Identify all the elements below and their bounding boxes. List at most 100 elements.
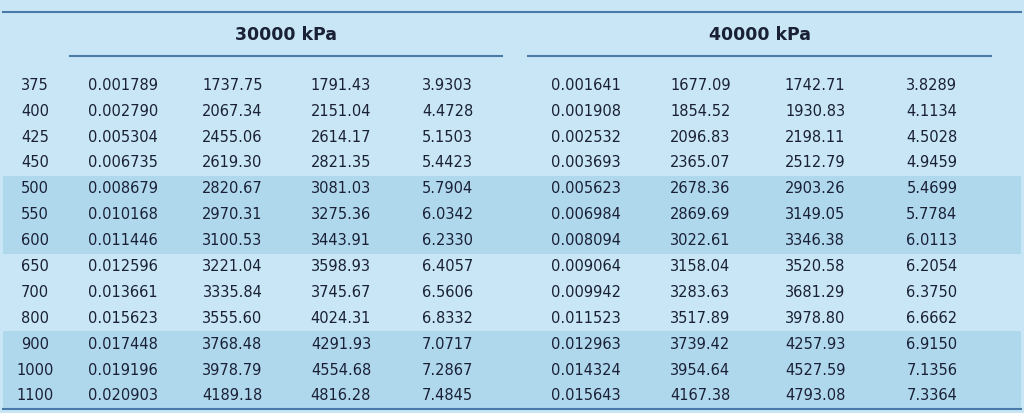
Text: 0.003693: 0.003693 xyxy=(551,155,621,171)
Text: 4.4728: 4.4728 xyxy=(422,104,473,119)
Text: 2821.35: 2821.35 xyxy=(311,155,371,171)
Text: 3517.89: 3517.89 xyxy=(671,311,730,326)
Text: 3149.05: 3149.05 xyxy=(785,207,845,222)
Text: 0.005623: 0.005623 xyxy=(551,181,621,196)
Text: 0.014324: 0.014324 xyxy=(551,363,621,377)
Text: 2365.07: 2365.07 xyxy=(670,155,731,171)
Text: 6.0342: 6.0342 xyxy=(422,207,473,222)
Text: 3768.48: 3768.48 xyxy=(203,337,262,351)
Text: 0.009064: 0.009064 xyxy=(551,259,621,274)
Text: 1737.75: 1737.75 xyxy=(202,78,263,93)
Bar xyxy=(3,72,1021,98)
Text: 6.2330: 6.2330 xyxy=(422,233,473,248)
Text: 550: 550 xyxy=(20,207,49,222)
Text: 500: 500 xyxy=(20,181,49,196)
Text: 6.6662: 6.6662 xyxy=(906,311,957,326)
Text: 2970.31: 2970.31 xyxy=(202,207,263,222)
Text: 2820.67: 2820.67 xyxy=(202,181,263,196)
Text: 3100.53: 3100.53 xyxy=(203,233,262,248)
Text: 1742.71: 1742.71 xyxy=(784,78,846,93)
Text: 2512.79: 2512.79 xyxy=(784,155,846,171)
Text: 0.012596: 0.012596 xyxy=(88,259,158,274)
Text: 6.2054: 6.2054 xyxy=(906,259,957,274)
Text: 375: 375 xyxy=(20,78,49,93)
Bar xyxy=(3,228,1021,254)
Text: 450: 450 xyxy=(20,155,49,171)
Text: 0.013661: 0.013661 xyxy=(88,285,158,300)
Text: 0.015623: 0.015623 xyxy=(88,311,158,326)
Text: 0.002532: 0.002532 xyxy=(551,130,621,145)
Text: 6.9150: 6.9150 xyxy=(906,337,957,351)
Text: 4167.38: 4167.38 xyxy=(671,388,730,404)
Text: 40000 kPa: 40000 kPa xyxy=(709,26,811,44)
Text: 7.4845: 7.4845 xyxy=(422,388,473,404)
Text: 1854.52: 1854.52 xyxy=(671,104,730,119)
Text: 4024.31: 4024.31 xyxy=(311,311,371,326)
Text: 2678.36: 2678.36 xyxy=(671,181,730,196)
Text: 0.006735: 0.006735 xyxy=(88,155,158,171)
Text: 4.9459: 4.9459 xyxy=(906,155,957,171)
Text: 3.9303: 3.9303 xyxy=(422,78,473,93)
Text: 6.4057: 6.4057 xyxy=(422,259,473,274)
Text: 3275.36: 3275.36 xyxy=(311,207,371,222)
Text: 3978.80: 3978.80 xyxy=(785,311,845,326)
Text: 4.5028: 4.5028 xyxy=(906,130,957,145)
Text: 5.7904: 5.7904 xyxy=(422,181,473,196)
Bar xyxy=(3,305,1021,331)
Text: 2198.11: 2198.11 xyxy=(785,130,845,145)
Text: 600: 600 xyxy=(20,233,49,248)
Bar xyxy=(3,98,1021,124)
Bar xyxy=(3,331,1021,357)
Text: 1677.09: 1677.09 xyxy=(670,78,731,93)
Text: 5.1503: 5.1503 xyxy=(422,130,473,145)
Text: 3598.93: 3598.93 xyxy=(311,259,371,274)
Text: 2455.06: 2455.06 xyxy=(202,130,263,145)
Text: 0.011446: 0.011446 xyxy=(88,233,158,248)
Text: 1930.83: 1930.83 xyxy=(785,104,845,119)
Bar xyxy=(3,280,1021,305)
Text: 400: 400 xyxy=(20,104,49,119)
Text: 3681.29: 3681.29 xyxy=(785,285,845,300)
Text: 900: 900 xyxy=(20,337,49,351)
Text: 0.001789: 0.001789 xyxy=(88,78,158,93)
Text: 6.0113: 6.0113 xyxy=(906,233,957,248)
Text: 0.006984: 0.006984 xyxy=(551,207,621,222)
Text: 30000 kPa: 30000 kPa xyxy=(234,26,337,44)
Text: 425: 425 xyxy=(20,130,49,145)
Text: 4527.59: 4527.59 xyxy=(784,363,846,377)
Bar xyxy=(3,383,1021,409)
Text: 7.1356: 7.1356 xyxy=(906,363,957,377)
Text: 0.020903: 0.020903 xyxy=(88,388,158,404)
Text: 6.8332: 6.8332 xyxy=(422,311,473,326)
Text: 4257.93: 4257.93 xyxy=(785,337,845,351)
Bar xyxy=(3,124,1021,150)
Text: 3158.04: 3158.04 xyxy=(671,259,730,274)
Text: 2903.26: 2903.26 xyxy=(784,181,846,196)
Bar xyxy=(3,176,1021,202)
Text: 0.015643: 0.015643 xyxy=(551,388,621,404)
Text: 3555.60: 3555.60 xyxy=(203,311,262,326)
Text: 6.3750: 6.3750 xyxy=(906,285,957,300)
Text: 0.019196: 0.019196 xyxy=(88,363,158,377)
Text: 2614.17: 2614.17 xyxy=(310,130,372,145)
Text: 3520.58: 3520.58 xyxy=(785,259,845,274)
Text: 3221.04: 3221.04 xyxy=(202,259,263,274)
Bar xyxy=(3,254,1021,280)
Text: 2869.69: 2869.69 xyxy=(671,207,730,222)
Text: 0.010168: 0.010168 xyxy=(88,207,158,222)
Text: 700: 700 xyxy=(20,285,49,300)
Text: 3954.64: 3954.64 xyxy=(671,363,730,377)
Text: 3.8289: 3.8289 xyxy=(906,78,957,93)
Text: 1000: 1000 xyxy=(16,363,53,377)
Text: 0.005304: 0.005304 xyxy=(88,130,158,145)
Text: 7.2867: 7.2867 xyxy=(422,363,473,377)
Text: 0.002790: 0.002790 xyxy=(88,104,158,119)
Text: 7.0717: 7.0717 xyxy=(422,337,473,351)
Text: 4189.18: 4189.18 xyxy=(203,388,262,404)
Text: 5.4699: 5.4699 xyxy=(906,181,957,196)
Text: 0.001641: 0.001641 xyxy=(551,78,621,93)
Bar xyxy=(3,202,1021,228)
Bar xyxy=(3,12,1021,72)
Text: 3739.42: 3739.42 xyxy=(671,337,730,351)
Text: 7.3364: 7.3364 xyxy=(906,388,957,404)
